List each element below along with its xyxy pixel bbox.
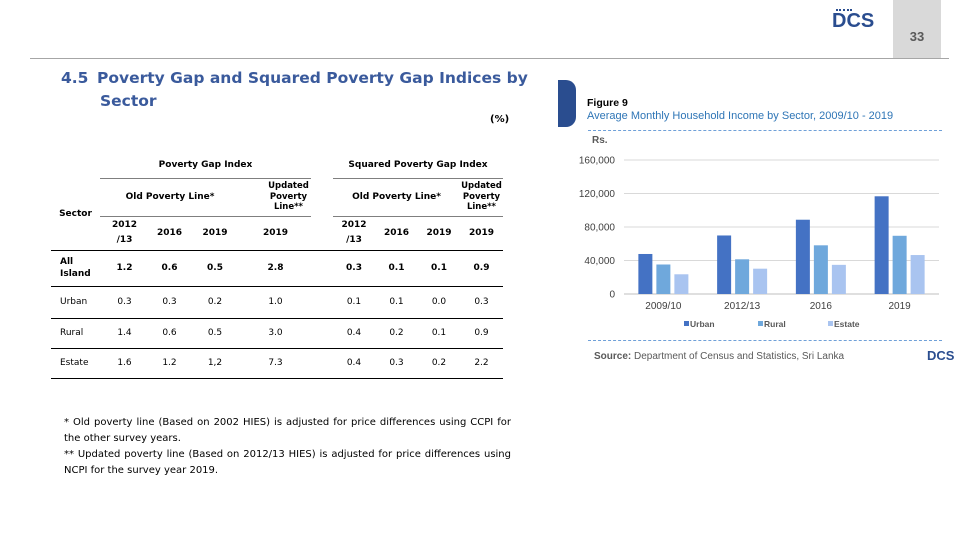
legend-swatch-estate <box>828 321 833 326</box>
spgi-old-line-header: Old Poverty Line* <box>333 178 460 217</box>
x-tick-label: 2009/10 <box>645 301 682 312</box>
spgi-updated-line-header: Updated Poverty Line** <box>460 178 503 217</box>
table-row: Estate 1.6 1.2 1,2 7.3 0.4 0.3 0.2 2.2 <box>51 348 503 379</box>
income-bar-chart: Rs. 0 40,000 80,000 120,000 160,000 2009/10 201… <box>579 135 939 329</box>
y-tick-label: 160,000 <box>579 156 616 167</box>
spgi-year-2019-old: 2019 <box>418 216 460 251</box>
sector-header: Sector <box>51 178 100 251</box>
table-row: Rural 1.4 0.6 0.5 3.0 0.4 0.2 0.1 0.9 <box>51 318 503 349</box>
dcs-logo: DCS <box>832 10 875 32</box>
bar-rural <box>892 235 907 294</box>
figure-divider-top <box>588 130 942 131</box>
bar-urban <box>874 196 889 294</box>
dcs-logo-small: DCS <box>927 348 955 363</box>
sector-cell: Urban <box>51 286 100 319</box>
pgi-year-2016: 2016 <box>149 216 190 251</box>
x-tick-label: 2016 <box>810 301 833 312</box>
bar-urban <box>795 219 810 294</box>
x-tick-label: 2019 <box>889 301 912 312</box>
y-tick-label: 40,000 <box>584 256 615 267</box>
x-tick-label: 2012/13 <box>724 301 761 312</box>
page-number-box: 33 <box>893 0 941 58</box>
bar-estate <box>831 264 846 294</box>
bar-rural <box>656 264 671 294</box>
table-row: All Island 1.2 0.6 0.5 2.8 0.3 0.1 0.1 0.… <box>51 250 503 287</box>
bar-rural <box>735 259 750 294</box>
legend-swatch-urban <box>684 321 689 326</box>
section-number: 4.5 <box>61 69 89 87</box>
note-old-line: * Old poverty line (Based on 2002 HIES) … <box>64 417 511 444</box>
y-tick-label: 80,000 <box>584 223 615 234</box>
bar-estate <box>910 255 925 294</box>
bar-estate <box>674 274 689 294</box>
spgi-header: Squared Poverty Gap Index <box>333 152 503 179</box>
section-title-line2: Sector <box>100 92 157 110</box>
legend-label-rural: Rural <box>764 319 786 329</box>
y-axis-label: Rs. <box>592 135 608 146</box>
y-tick-label: 0 <box>609 290 615 301</box>
figure-caption: Average Monthly Household Income by Sect… <box>587 110 894 122</box>
section-title: 4.5 Poverty Gap and Squared Poverty Gap I… <box>61 67 528 113</box>
sector-cell: All Island <box>51 250 100 287</box>
pgi-year-2019-old: 2019 <box>190 216 240 251</box>
figure-source: Source: Department of Census and Statist… <box>594 351 845 362</box>
table-notes: * Old poverty line (Based on 2002 HIES) … <box>64 415 511 479</box>
pgi-updated-line-header: Updated Poverty Line** <box>240 178 311 217</box>
note-updated-line: ** Updated poverty line (Based on 2012/1… <box>64 449 511 476</box>
sector-cell: Rural <box>51 318 100 349</box>
pgi-year-2019-updated: 2019 <box>240 216 311 251</box>
legend-label-estate: Estate <box>834 319 860 329</box>
sector-cell: Estate <box>51 348 100 379</box>
poverty-gap-table: Poverty Gap Index Squared Poverty Gap In… <box>51 152 503 379</box>
unit-label: (%) <box>490 114 510 125</box>
page-number: 33 <box>909 29 925 44</box>
figure-divider-bottom <box>588 340 942 341</box>
bar-rural <box>813 245 828 294</box>
figure-label: Figure 9 <box>587 97 628 109</box>
logo-dots <box>836 9 852 13</box>
bar-urban <box>717 235 732 294</box>
section-title-line1: Poverty Gap and Squared Poverty Gap Indi… <box>97 69 528 87</box>
legend-swatch-rural <box>758 321 763 326</box>
bar-urban <box>638 253 653 294</box>
spgi-year-2016: 2016 <box>375 216 418 251</box>
header-divider <box>30 58 949 59</box>
figure-tab <box>558 80 576 127</box>
legend-label-urban: Urban <box>690 319 715 329</box>
spgi-year-2012-13: 2012/13 <box>333 216 375 251</box>
bar-estate <box>753 268 768 294</box>
y-tick-label: 120,000 <box>579 189 616 200</box>
pgi-header: Poverty Gap Index <box>100 152 311 179</box>
pgi-old-line-header: Old Poverty Line* <box>100 178 240 217</box>
table-row: Urban 0.3 0.3 0.2 1.0 0.1 0.1 0.0 0.3 <box>51 286 503 319</box>
pgi-year-2012-13: 2012/13 <box>100 216 149 251</box>
spgi-year-2019-updated: 2019 <box>460 216 503 251</box>
